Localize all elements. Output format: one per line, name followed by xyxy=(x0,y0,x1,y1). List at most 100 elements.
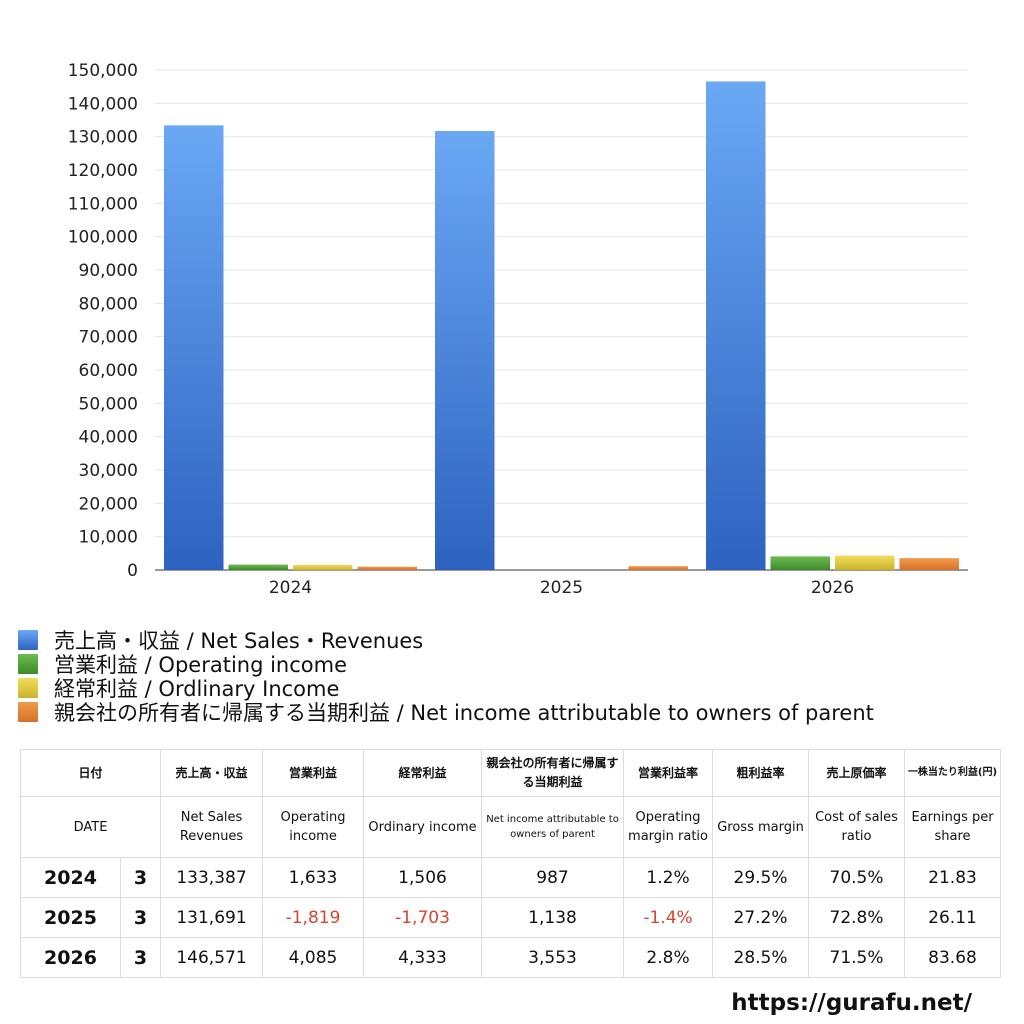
header-gross-jp: 粗利益率 xyxy=(712,749,810,797)
cell-op-margin: -1.4% xyxy=(623,897,714,938)
legend-item-operating: 営業利益 / Operating income xyxy=(18,652,874,677)
bar-2026-series-2 xyxy=(835,555,895,570)
x-tick-label: 2025 xyxy=(540,578,583,598)
legend-label-sales: 売上高・収益 / Net Sales・Revenues xyxy=(54,629,424,653)
y-tick-label: 80,000 xyxy=(79,294,138,314)
y-tick-label: 0 xyxy=(127,561,138,581)
header-sales-en: Net Sales Revenues xyxy=(160,796,264,858)
cell-ordinary: 4,333 xyxy=(363,937,483,978)
cell-sales: 131,691 xyxy=(160,897,264,938)
legend-swatch-sales xyxy=(18,630,38,650)
legend-item-ordinary: 経常利益 / Ordlinary Income xyxy=(18,676,874,701)
cell-operating: 4,085 xyxy=(262,937,365,978)
x-tick-label: 2026 xyxy=(811,578,854,598)
cell-month: 3 xyxy=(119,857,162,898)
legend-swatch-net xyxy=(18,702,38,722)
bars xyxy=(164,81,959,571)
cell-month: 3 xyxy=(119,937,162,978)
header-date-jp: 日付 xyxy=(19,749,162,797)
source-url: https://gurafu.net/ xyxy=(731,990,972,1016)
cell-cost: 72.8% xyxy=(808,897,906,938)
table-row: 2025 3 131,691 -1,819 -1,703 1,138 -1.4%… xyxy=(20,897,1002,938)
cell-net: 987 xyxy=(481,857,625,898)
header-op-margin-en: Operating margin ratio xyxy=(623,796,714,858)
cell-year: 2026 xyxy=(20,937,121,978)
y-tick-label: 60,000 xyxy=(79,361,138,381)
table-header-en: DATE Net Sales Revenues Operating income… xyxy=(19,796,1002,858)
y-tick-label: 50,000 xyxy=(79,394,138,414)
cell-year: 2025 xyxy=(20,897,121,938)
y-tick-label: 140,000 xyxy=(68,94,138,114)
gridlines xyxy=(155,69,968,571)
table-header-jp: 日付 売上高・収益 営業利益 経常利益 親会社の所有者に帰属する当期利益 営業利… xyxy=(19,749,1002,797)
header-date-en: DATE xyxy=(19,796,162,858)
header-op-margin-jp: 営業利益率 xyxy=(623,749,714,797)
header-ordinary-jp: 経常利益 xyxy=(363,749,483,797)
bar-2026-series-0 xyxy=(706,81,766,571)
header-gross-en: Gross margin xyxy=(712,796,810,858)
y-tick-label: 70,000 xyxy=(79,328,138,348)
y-tick-label: 100,000 xyxy=(68,228,138,248)
cell-ordinary: 1,506 xyxy=(363,857,483,898)
cell-gross: 29.5% xyxy=(712,857,810,898)
cell-eps: 83.68 xyxy=(904,937,1002,978)
cell-op-margin: 2.8% xyxy=(623,937,714,978)
cell-sales: 146,571 xyxy=(160,937,264,978)
legend-swatch-ordinary xyxy=(18,678,38,698)
cell-operating: -1,819 xyxy=(262,897,365,938)
financial-table: 日付 売上高・収益 営業利益 経常利益 親会社の所有者に帰属する当期利益 営業利… xyxy=(19,749,1002,978)
y-tick-label: 150,000 xyxy=(68,61,138,81)
bar-2024-series-1 xyxy=(228,564,288,570)
cell-op-margin: 1.2% xyxy=(623,857,714,898)
bar-2025-series-3 xyxy=(628,566,688,570)
cell-operating: 1,633 xyxy=(262,857,365,898)
cell-net: 3,553 xyxy=(481,937,625,978)
header-cost-jp: 売上原価率 xyxy=(808,749,906,797)
legend-item-net: 親会社の所有者に帰属する当期利益 / Net income attributab… xyxy=(18,700,874,725)
y-tick-label: 120,000 xyxy=(68,161,138,181)
cell-ordinary: -1,703 xyxy=(363,897,483,938)
legend-label-operating: 営業利益 / Operating income xyxy=(54,653,348,677)
y-tick-label: 30,000 xyxy=(79,461,138,481)
cell-month: 3 xyxy=(119,897,162,938)
cell-eps: 26.11 xyxy=(904,897,1002,938)
y-tick-label: 40,000 xyxy=(79,428,138,448)
header-ordinary-en: Ordinary income xyxy=(363,796,483,858)
legend: 売上高・収益 / Net Sales・Revenues 営業利益 / Opera… xyxy=(18,628,874,725)
legend-label-net: 親会社の所有者に帰属する当期利益 / Net income attributab… xyxy=(54,701,874,725)
x-tick-label: 2024 xyxy=(269,578,312,598)
y-tick-label: 20,000 xyxy=(79,494,138,514)
y-tick-label: 110,000 xyxy=(68,194,138,214)
cell-year: 2024 xyxy=(20,857,121,898)
bar-2025-series-0 xyxy=(435,131,495,570)
header-operating-jp: 営業利益 xyxy=(262,749,365,797)
header-operating-en: Operating income xyxy=(262,796,365,858)
cell-sales: 133,387 xyxy=(160,857,264,898)
header-net-jp: 親会社の所有者に帰属する当期利益 xyxy=(481,749,625,797)
table-row: 2026 3 146,571 4,085 4,333 3,553 2.8% 28… xyxy=(20,937,1002,978)
bar-2024-series-3 xyxy=(357,566,417,570)
legend-item-sales: 売上高・収益 / Net Sales・Revenues xyxy=(18,628,874,653)
header-eps-jp: 一株当たり利益(円) xyxy=(904,749,1002,797)
bar-2024-series-0 xyxy=(164,125,224,571)
y-axis-ticks: 0 10,000 20,000 30,000 40,000 50,000 60,000 70,… xyxy=(68,61,138,581)
x-axis-ticks: 2024 2025 2026 xyxy=(269,578,854,598)
table-row: 2024 3 133,387 1,633 1,506 987 1.2% 29.5… xyxy=(20,857,1002,898)
cell-gross: 27.2% xyxy=(712,897,810,938)
legend-swatch-operating xyxy=(18,654,38,674)
y-tick-label: 10,000 xyxy=(79,528,138,548)
legend-label-ordinary: 経常利益 / Ordlinary Income xyxy=(54,677,340,701)
bar-chart: 0 10,000 20,000 30,000 40,000 50,000 60,000 70,… xyxy=(68,61,968,598)
y-tick-label: 90,000 xyxy=(79,261,138,281)
header-eps-en: Earnings per share xyxy=(904,796,1002,858)
cell-gross: 28.5% xyxy=(712,937,810,978)
header-cost-en: Cost of sales ratio xyxy=(808,796,906,858)
cell-cost: 71.5% xyxy=(808,937,906,978)
bar-2024-series-2 xyxy=(293,564,353,570)
cell-eps: 21.83 xyxy=(904,857,1002,898)
bar-2026-series-1 xyxy=(770,556,830,570)
cell-cost: 70.5% xyxy=(808,857,906,898)
header-sales-jp: 売上高・収益 xyxy=(160,749,264,797)
bar-2026-series-3 xyxy=(899,558,959,570)
header-net-en: Net income attributable to owners of par… xyxy=(481,796,625,858)
